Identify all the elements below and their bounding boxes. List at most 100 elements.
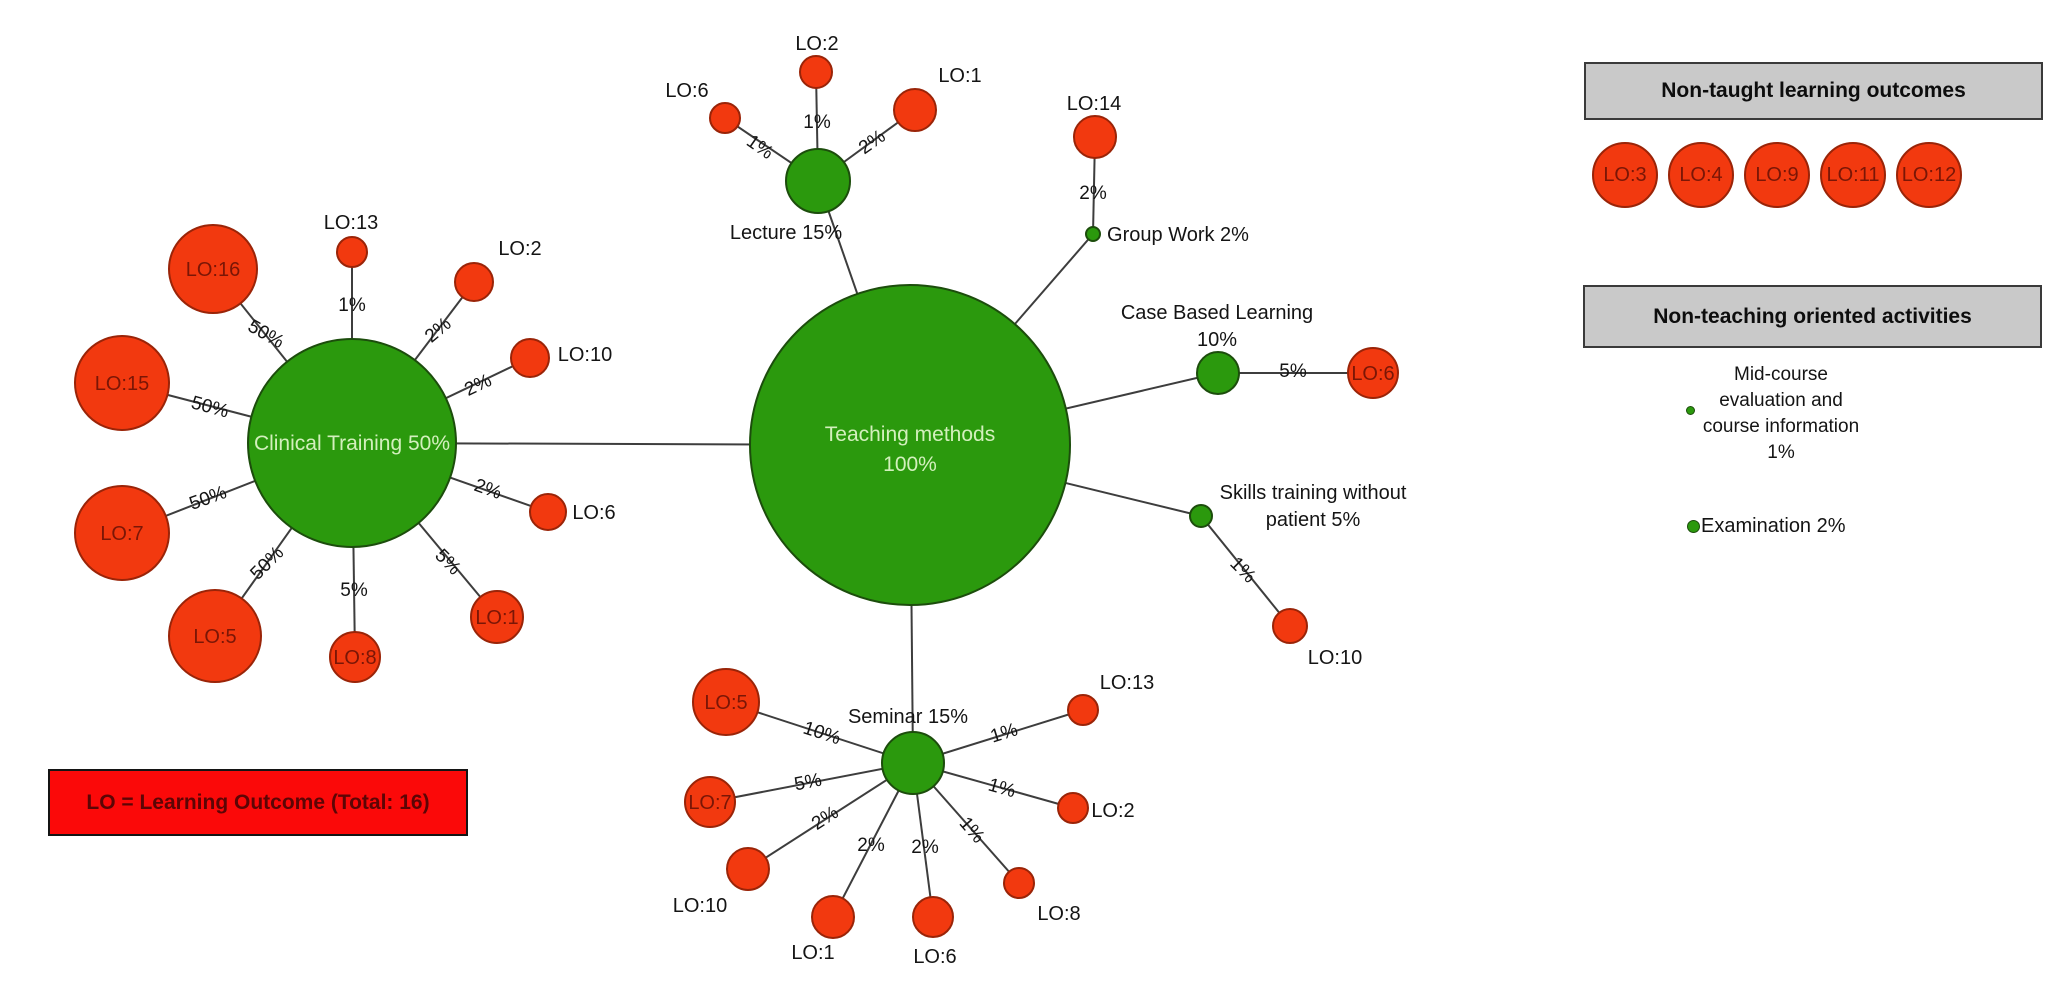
edge-seminar-sem_lo7 [709, 762, 914, 803]
label-cl_lo5: LO:5 [193, 626, 236, 648]
mid-course-line-1: evaluation and [1719, 390, 1843, 411]
label-sem_lo6: LO:6 [913, 946, 956, 968]
edge-label-groupwork-gw_lo14: 2% [1079, 183, 1107, 204]
node-clinical [247, 338, 457, 548]
edge-label-seminar-sem_lo6: 2% [911, 837, 939, 858]
label-cl_lo2: LO:2 [498, 238, 541, 260]
node-lec_lo6 [709, 102, 741, 134]
non-teaching-header: Non-teaching oriented activities [1583, 285, 2042, 348]
label-cl_lo7: LO:7 [100, 523, 143, 545]
label-sem_lo13: LO:13 [1100, 672, 1154, 694]
node-cl_lo6 [529, 493, 567, 531]
node-seminar [881, 731, 945, 795]
node-cl_lo7 [74, 485, 170, 581]
node-casebased [1196, 351, 1240, 395]
label-skills-1: patient 5% [1266, 509, 1361, 531]
edge-label-lecture-lec_lo2: 1% [803, 112, 831, 133]
label-cl_lo8: LO:8 [333, 647, 376, 669]
legend-node-lo-11: LO:11 [1820, 142, 1886, 208]
label-skills: Skills training without [1220, 482, 1407, 504]
edge-label-clinical-cl_lo2: 2% [421, 313, 456, 347]
label-sk_lo10: LO:10 [1308, 647, 1362, 669]
node-sem_lo10 [726, 847, 770, 891]
node-cl_lo15 [74, 335, 170, 431]
node-cl_lo16 [168, 224, 258, 314]
edge-label-clinical-cl_lo10: 2% [461, 370, 495, 401]
node-cb_lo6 [1347, 347, 1399, 399]
label-cl_lo16: LO:16 [186, 259, 240, 281]
label-cb_lo6: LO:6 [1351, 363, 1394, 385]
label-casebased-1: 10% [1197, 329, 1237, 351]
edge-label-clinical-cl_lo6: 2% [471, 475, 504, 504]
label-sem_lo5: LO:5 [704, 692, 747, 714]
node-lec_lo1 [893, 88, 937, 132]
node-skills [1189, 504, 1213, 528]
edge-label-seminar-sem_lo7: 5% [793, 770, 824, 796]
edge-seminar-sem_lo10 [747, 762, 914, 870]
label-casebased: Case Based Learning [1121, 302, 1313, 324]
edge-label-lecture-lec_lo6: 1% [742, 131, 777, 164]
edge-label-seminar-sem_lo10: 2% [808, 802, 843, 835]
label-cl_lo13: LO:13 [324, 212, 378, 234]
label-clinical: Clinical Training 50% [254, 432, 450, 455]
edge-label-clinical-cl_lo13: 1% [338, 295, 366, 316]
label-seminar: Seminar 15% [848, 706, 968, 728]
edge-label-clinical-cl_lo8: 5% [340, 580, 368, 601]
label-cl_lo15: LO:15 [95, 373, 149, 395]
node-sem_lo5 [692, 668, 760, 736]
label-cl_lo1: LO:1 [475, 607, 518, 629]
node-lec_lo2 [799, 55, 833, 89]
label-lecture: Lecture 15% [730, 222, 843, 244]
edge-label-seminar-sem_lo13: 1% [988, 719, 1021, 747]
edge-label-clinical-cl_lo5: 50% [246, 542, 288, 584]
label-teaching-1: 100% [883, 453, 937, 476]
label-sem_lo7: LO:7 [688, 792, 731, 814]
edge-label-clinical-cl_lo7: 50% [187, 482, 230, 515]
label-gw_lo14: LO:14 [1067, 93, 1121, 115]
label-lec_lo2: LO:2 [795, 33, 838, 55]
node-sem_lo7 [684, 776, 736, 828]
label-sem_lo2: LO:2 [1091, 800, 1134, 822]
mid-course-dot-icon [1686, 406, 1695, 415]
edge-skills-sk_lo10 [1200, 515, 1291, 627]
legend-node-lo-4: LO:4 [1668, 142, 1734, 208]
label-sem_lo8: LO:8 [1037, 903, 1080, 925]
non-taught-circles: LO:3 LO:4 LO:9 LO:11 LO:12 [1592, 142, 1962, 208]
label-cl_lo10: LO:10 [558, 344, 612, 366]
edge-label-seminar-sem_lo1: 2% [857, 835, 885, 856]
node-sem_lo1 [811, 895, 855, 939]
lo-definition-text: LO = Learning Outcome (Total: 16) [86, 790, 430, 814]
edge-label-clinical-cl_lo1: 5% [431, 545, 465, 579]
edge-label-lecture-lec_lo1: 2% [855, 126, 890, 159]
label-cl_lo6: LO:6 [572, 502, 615, 524]
examination-dot-icon [1687, 520, 1700, 533]
labels-layer: Teaching methods 100% Clinical Training 50… [95, 33, 1407, 968]
node-cl_lo8 [329, 631, 381, 683]
legend-node-lo-12: LO:12 [1896, 142, 1962, 208]
label-lec_lo1: LO:1 [938, 65, 981, 87]
node-sem_lo6 [912, 896, 954, 938]
label-sem_lo10: LO:10 [673, 895, 727, 917]
edge-label-seminar-sem_lo2: 1% [986, 775, 1018, 803]
examination-label: Examination 2% [1701, 515, 1846, 537]
mid-course-line-2: course information [1702, 416, 1860, 437]
node-groupwork [1085, 226, 1101, 242]
legend-node-lo-9: LO:9 [1744, 142, 1810, 208]
edge-label-clinical-cl_lo16: 50% [244, 316, 288, 353]
non-taught-header: Non-taught learning outcomes [1584, 62, 2043, 120]
node-cl_lo2 [454, 262, 494, 302]
node-cl_lo10 [510, 338, 550, 378]
mid-course-line-0: Mid-course [1734, 364, 1828, 385]
mid-course-entry: Mid-course evaluation and course informati… [1661, 362, 1901, 466]
legend-node-lo-3: LO:3 [1592, 142, 1658, 208]
mid-course-line-3: 1% [1767, 442, 1795, 463]
node-sem_lo2 [1057, 792, 1089, 824]
node-sem_lo8 [1003, 867, 1035, 899]
node-cl_lo5 [168, 589, 262, 683]
edge-label-clinical-cl_lo15: 50% [189, 392, 231, 422]
node-gw_lo14 [1073, 115, 1117, 159]
label-teaching: Teaching methods [825, 423, 995, 446]
node-sem_lo13 [1067, 694, 1099, 726]
